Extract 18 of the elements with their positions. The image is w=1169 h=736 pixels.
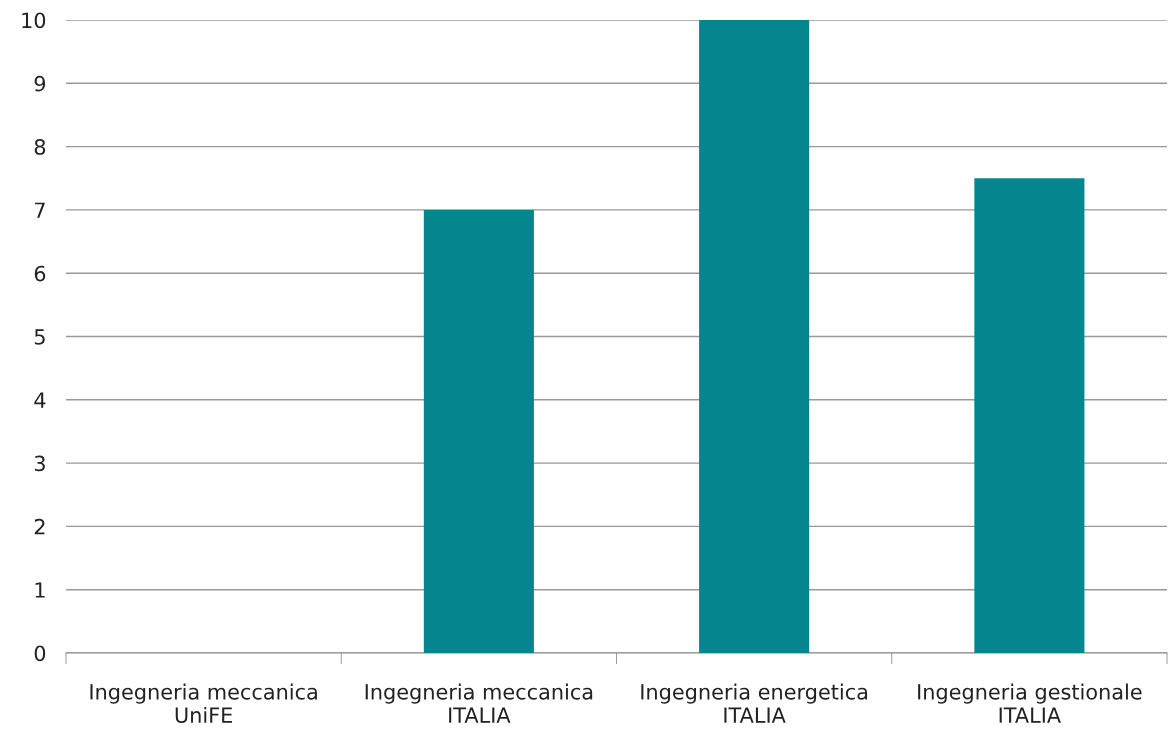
y-tick-label: 5: [34, 329, 45, 345]
y-tick-label: 3: [34, 455, 45, 472]
bar: [974, 178, 1085, 653]
bar: [699, 20, 810, 653]
y-tick-label: 8: [34, 139, 46, 155]
y-tick-label: 7: [35, 202, 45, 218]
y-tick-label: 4: [34, 392, 46, 408]
y-tick-label: 6: [34, 265, 46, 282]
x-tick-label: Ingegneria meccanica ITALIA: [365, 683, 593, 723]
y-tick-label: 9: [34, 75, 46, 92]
x-tick-label: Ingegneria meccanica UniFE: [90, 683, 317, 724]
y-tick-label: 1: [35, 582, 45, 598]
x-tick-label: Ingegneria gestionale ITALIA: [918, 683, 1142, 723]
x-tick-label: Ingegneria energetica ITALIA: [641, 683, 868, 723]
bar: [423, 209, 534, 653]
y-tick-label: 2: [34, 518, 45, 535]
y-tick-label: 0: [34, 645, 46, 662]
y-tick-label: 10: [22, 12, 46, 29]
